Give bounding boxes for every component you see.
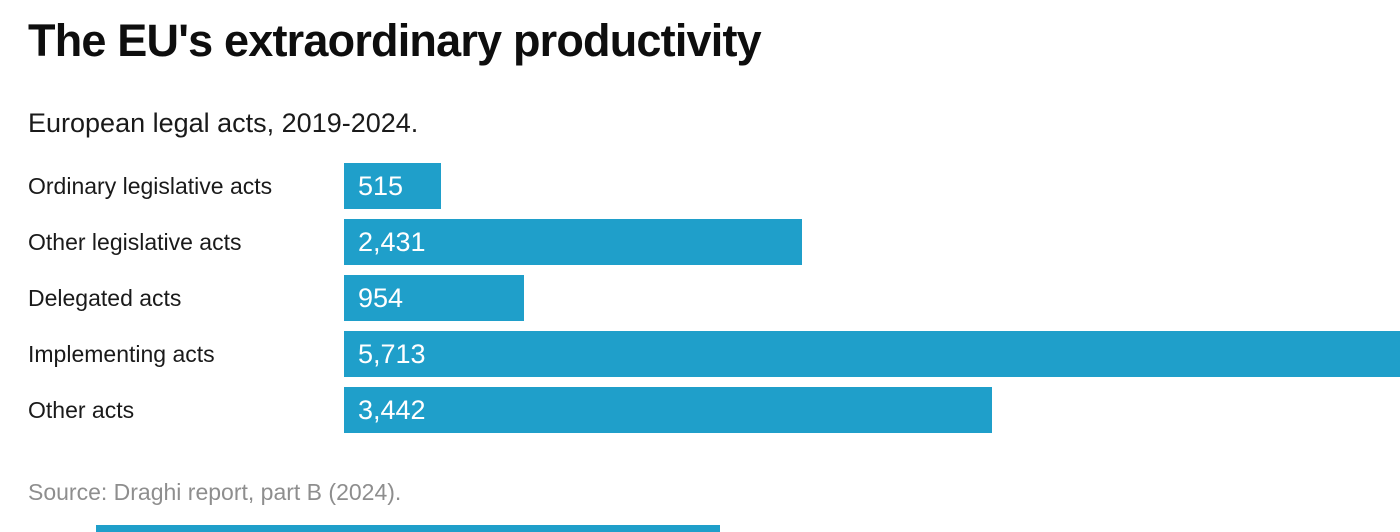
category-label: Other legislative acts <box>28 229 242 255</box>
value-label: 2,431 <box>358 227 426 257</box>
category-label: Implementing acts <box>28 341 215 367</box>
bar: 3,442 <box>344 387 993 433</box>
source-note: Source: Draghi report, part B (2024). <box>28 479 402 505</box>
bar-row: Other legislative acts 2,431 <box>0 219 1400 265</box>
bar: 5,713 <box>344 331 1400 377</box>
category-label: Delegated acts <box>28 285 182 311</box>
value-label: 515 <box>358 171 404 201</box>
category-label: Ordinary legislative acts <box>28 173 273 199</box>
value-label: 954 <box>358 283 404 313</box>
value-label: 5,713 <box>358 339 426 369</box>
bar-row: Delegated acts 954 <box>0 275 1400 321</box>
bar-row: Other acts 3,442 <box>0 387 1400 433</box>
bar-chart: Ordinary legislative acts 515 Other legisl… <box>0 163 1400 443</box>
chart-subtitle: European legal acts, 2019-2024. <box>28 108 419 138</box>
bar: 515 <box>344 163 442 209</box>
bar-row: Implementing acts 5,713 <box>0 331 1400 377</box>
value-label: 3,442 <box>358 395 426 425</box>
category-label: Other acts <box>28 397 135 423</box>
bar: 954 <box>344 275 524 321</box>
cropped-bottom-bar <box>96 525 720 532</box>
bar: 2,431 <box>344 219 802 265</box>
chart-title: The EU's extraordinary productivity <box>28 15 762 66</box>
bar-row: Ordinary legislative acts 515 <box>0 163 1400 209</box>
